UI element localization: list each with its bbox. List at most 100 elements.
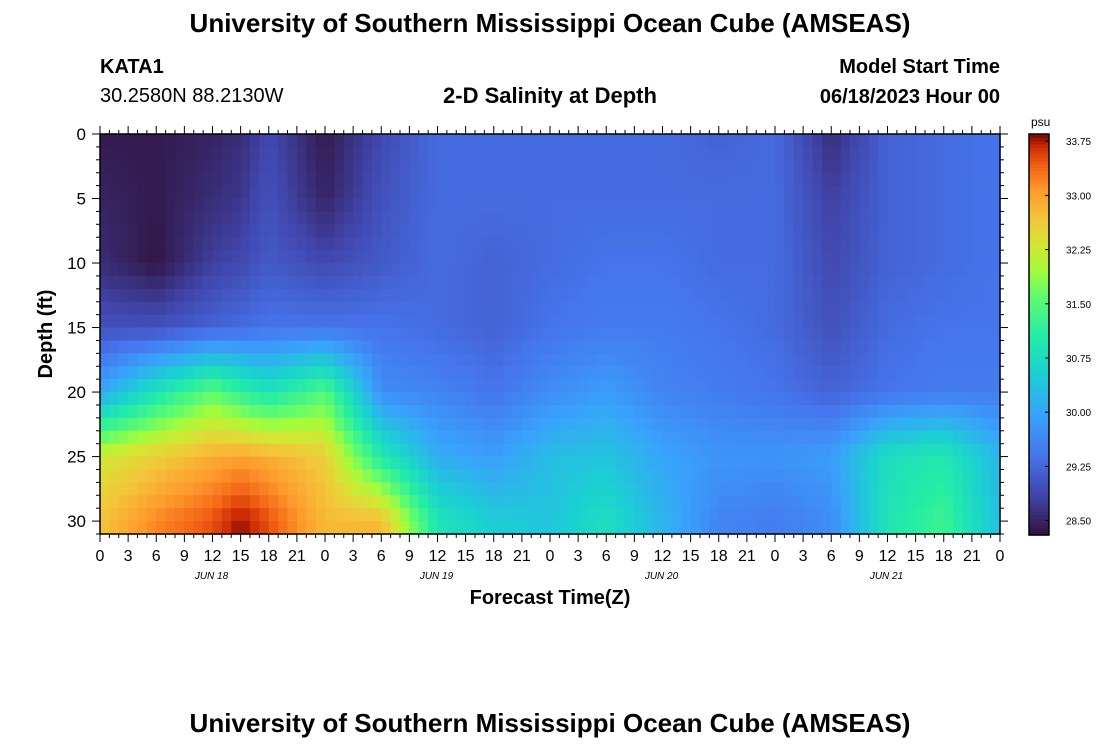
heatmap-cell (850, 521, 860, 535)
heatmap-cell (315, 134, 326, 148)
heatmap-cell (540, 134, 551, 148)
heatmap-cell (896, 404, 907, 419)
heatmap-cell (128, 263, 139, 277)
heatmap-cell (240, 275, 251, 290)
heatmap-cell (521, 430, 532, 445)
heatmap-cell (493, 275, 504, 290)
heatmap-cell (493, 146, 504, 161)
heatmap-cell (315, 482, 326, 496)
heatmap-cell (615, 211, 626, 225)
heatmap-cell (400, 237, 410, 251)
heatmap-cell (653, 508, 664, 522)
heatmap-cell (128, 521, 139, 535)
heatmap-cell (615, 288, 626, 303)
heatmap-cell (118, 456, 129, 471)
heatmap-cell (784, 379, 795, 393)
heatmap-cell (625, 263, 635, 277)
heatmap-cell (962, 134, 973, 148)
heatmap-cell (990, 482, 1001, 496)
heatmap-cell (390, 211, 401, 225)
heatmap-cell (709, 301, 720, 316)
heatmap-cell (831, 340, 842, 354)
heatmap-cell (784, 508, 795, 522)
heatmap-cell (428, 404, 439, 419)
heatmap-cell (643, 366, 654, 380)
colorbar-swatch (1029, 164, 1049, 169)
heatmap-cell (981, 404, 992, 419)
heatmap-cell (428, 250, 439, 264)
heatmap-cell (793, 275, 804, 290)
heatmap-cell (962, 353, 973, 367)
heatmap-cell (503, 379, 514, 393)
heatmap-cell (193, 417, 204, 432)
heatmap-cell (353, 417, 364, 432)
heatmap-cell (315, 211, 326, 225)
heatmap-cell (878, 224, 889, 238)
x-tick-label: 15 (682, 548, 700, 565)
heatmap-cell (803, 172, 814, 187)
heatmap-cell (615, 198, 626, 213)
heatmap-cell (306, 198, 317, 213)
heatmap-cell (371, 404, 382, 419)
colorbar-swatch (1029, 408, 1049, 412)
heatmap-cell (287, 288, 298, 303)
heatmap-cell (165, 198, 176, 213)
heatmap-cell (756, 353, 767, 367)
heatmap-cell (484, 379, 495, 393)
heatmap-cell (765, 146, 776, 161)
heatmap-cell (634, 379, 645, 393)
heatmap-cell (371, 314, 382, 329)
heatmap-cell (906, 521, 917, 535)
heatmap-cell (578, 469, 589, 483)
heatmap-cell (165, 134, 176, 148)
heatmap-cell (428, 224, 439, 238)
heatmap-cell (578, 198, 589, 213)
heatmap-cell (550, 198, 560, 213)
heatmap-cell (746, 211, 757, 225)
heatmap-cell (878, 521, 889, 535)
heatmap-cell (278, 495, 289, 509)
heatmap-cell (756, 430, 767, 445)
heatmap-cell (709, 314, 720, 329)
heatmap-cell (343, 211, 354, 225)
heatmap-cell (831, 301, 842, 316)
heatmap-cell (446, 198, 457, 213)
heatmap-cell (343, 275, 354, 290)
heatmap-cell (681, 417, 692, 432)
heatmap-cell (625, 134, 635, 148)
heatmap-cell (540, 185, 551, 200)
heatmap-cell (287, 340, 298, 354)
heatmap-cell (718, 508, 729, 522)
heatmap-cell (128, 250, 139, 264)
heatmap-cell (165, 521, 176, 535)
heatmap-cell (100, 340, 110, 354)
x-tick-label: 0 (96, 548, 105, 565)
heatmap-cell (812, 353, 823, 367)
heatmap-cell (765, 456, 776, 471)
colorbar-swatch (1029, 267, 1049, 272)
heatmap-cell (634, 134, 645, 148)
heatmap-cell (446, 379, 457, 393)
heatmap-cell (643, 392, 654, 406)
heatmap-cell (990, 250, 1001, 264)
heatmap-cell (278, 340, 289, 354)
colorbar-swatch (1029, 237, 1049, 242)
heatmap-cell (878, 430, 889, 445)
heatmap-cell (146, 353, 157, 367)
heatmap-cell (109, 495, 120, 509)
heatmap-cell (840, 340, 851, 354)
heatmap-cell (484, 392, 495, 406)
heatmap-cell (953, 263, 964, 277)
heatmap-cell (390, 404, 401, 419)
heatmap-cell (296, 392, 307, 406)
x-tick-label: 12 (204, 548, 222, 565)
heatmap-cell (887, 224, 898, 238)
colorbar-swatch (1029, 144, 1049, 148)
heatmap-cell (625, 495, 635, 509)
heatmap-cell (906, 443, 917, 458)
heatmap-cell (859, 482, 870, 496)
heatmap-cell (128, 392, 139, 406)
heatmap-cell (184, 314, 195, 329)
heatmap-cell (840, 417, 851, 432)
heatmap-cell (531, 417, 542, 432)
